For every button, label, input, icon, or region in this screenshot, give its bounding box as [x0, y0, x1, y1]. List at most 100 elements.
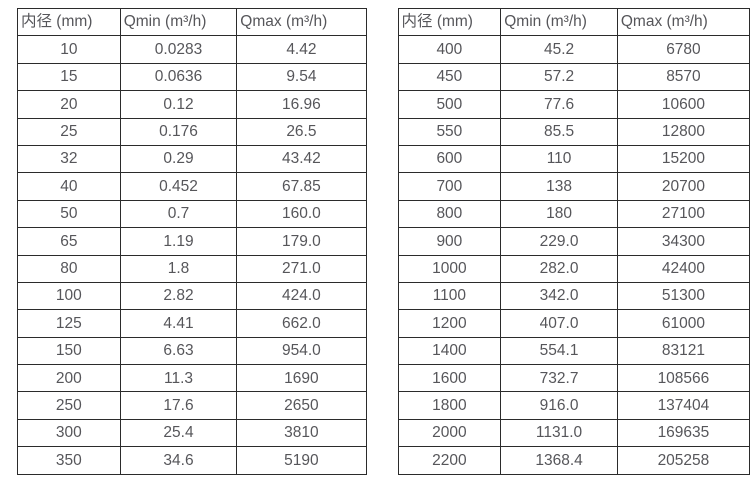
qmin-cell: 0.176 — [119, 117, 238, 146]
table-row: 1100 342.0 51300 — [397, 281, 750, 311]
table-row: 65 1.19 179.0 — [17, 227, 367, 256]
qmin-cell: 57.2 — [500, 62, 618, 92]
column-header: Qmin (m³/h) — [119, 7, 238, 37]
flow-table-left: 内径 (mm) Qmin (m³/h) Qmax (m³/h) 10 0.0283 4.4… — [17, 7, 367, 475]
qmin-cell: 180 — [500, 199, 618, 229]
qmin-cell: 138 — [500, 172, 618, 201]
table-row: 400 45.2 6780 — [397, 35, 750, 64]
qmax-cell: 1690 — [236, 364, 367, 393]
qmin-cell: 2.82 — [119, 281, 238, 311]
flow-table-right: 内径 (mm) Qmin (m³/h) Qmax (m³/h) 400 45.2 6780… — [397, 7, 750, 475]
diameter-cell: 20 — [17, 90, 121, 119]
qmax-cell: 424.0 — [236, 281, 367, 311]
diameter-cell: 50 — [17, 199, 121, 229]
qmax-cell: 34300 — [616, 227, 750, 256]
table-row: 15 0.0636 9.54 — [17, 62, 367, 92]
qmin-cell: 229.0 — [500, 227, 618, 256]
qmax-cell: 169635 — [616, 418, 750, 448]
qmin-cell: 45.2 — [500, 35, 618, 64]
qmax-cell: 42400 — [616, 254, 750, 283]
diameter-cell: 700 — [397, 172, 502, 201]
table-row: 250 17.6 2650 — [17, 391, 367, 420]
qmax-cell: 26.5 — [236, 117, 367, 146]
qmin-cell: 916.0 — [500, 391, 618, 420]
qmax-cell: 662.0 — [236, 309, 367, 338]
qmin-cell: 4.41 — [119, 309, 238, 338]
qmin-cell: 34.6 — [119, 446, 238, 475]
qmax-cell: 954.0 — [236, 336, 367, 366]
qmax-cell: 10600 — [616, 90, 750, 119]
qmin-cell: 11.3 — [119, 364, 238, 393]
column-header: Qmax (m³/h) — [236, 7, 367, 37]
qmax-cell: 179.0 — [236, 227, 367, 256]
diameter-cell: 15 — [17, 62, 121, 92]
diameter-cell: 2000 — [397, 418, 502, 448]
qmin-cell: 554.1 — [500, 336, 618, 366]
qmax-cell: 27100 — [616, 199, 750, 229]
diameter-cell: 1100 — [397, 281, 502, 311]
column-header: Qmin (m³/h) — [500, 7, 618, 37]
diameter-cell: 300 — [17, 418, 121, 448]
qmax-cell: 108566 — [616, 364, 750, 393]
qmin-cell: 0.452 — [119, 172, 238, 201]
table-row: 32 0.29 43.42 — [17, 144, 367, 174]
qmin-cell: 342.0 — [500, 281, 618, 311]
header-row: 内径 (mm) Qmin (m³/h) Qmax (m³/h) — [397, 7, 750, 37]
qmin-cell: 110 — [500, 144, 618, 174]
diameter-cell: 40 — [17, 172, 121, 201]
qmin-cell: 6.63 — [119, 336, 238, 366]
qmax-cell: 2650 — [236, 391, 367, 420]
column-header: Qmax (m³/h) — [616, 7, 750, 37]
qmin-cell: 0.7 — [119, 199, 238, 229]
table-row: 10 0.0283 4.42 — [17, 35, 367, 64]
table-row: 50 0.7 160.0 — [17, 199, 367, 229]
diameter-cell: 150 — [17, 336, 121, 366]
qmax-cell: 137404 — [616, 391, 750, 420]
diameter-cell: 65 — [17, 227, 121, 256]
table-row: 1800 916.0 137404 — [397, 391, 750, 420]
qmax-cell: 67.85 — [236, 172, 367, 201]
qmax-cell: 3810 — [236, 418, 367, 448]
table-row: 2200 1368.4 205258 — [397, 446, 750, 475]
qmax-cell: 4.42 — [236, 35, 367, 64]
qmin-cell: 282.0 — [500, 254, 618, 283]
table-row: 125 4.41 662.0 — [17, 309, 367, 338]
diameter-cell: 400 — [397, 35, 502, 64]
diameter-cell: 1400 — [397, 336, 502, 366]
qmax-cell: 5190 — [236, 446, 367, 475]
diameter-cell: 1800 — [397, 391, 502, 420]
qmin-cell: 1.19 — [119, 227, 238, 256]
table-row: 450 57.2 8570 — [397, 62, 750, 92]
diameter-cell: 1200 — [397, 309, 502, 338]
table-row: 1400 554.1 83121 — [397, 336, 750, 366]
column-header: 内径 (mm) — [397, 7, 502, 37]
qmax-cell: 9.54 — [236, 62, 367, 92]
table-row: 900 229.0 34300 — [397, 227, 750, 256]
table-row: 800 180 27100 — [397, 199, 750, 229]
diameter-cell: 1600 — [397, 364, 502, 393]
qmin-cell: 85.5 — [500, 117, 618, 146]
table-row: 25 0.176 26.5 — [17, 117, 367, 146]
qmax-cell: 205258 — [616, 446, 750, 475]
table-row: 500 77.6 10600 — [397, 90, 750, 119]
diameter-cell: 10 — [17, 35, 121, 64]
diameter-cell: 900 — [397, 227, 502, 256]
qmin-cell: 17.6 — [119, 391, 238, 420]
diameter-cell: 1000 — [397, 254, 502, 283]
qmax-cell: 6780 — [616, 35, 750, 64]
qmax-cell: 12800 — [616, 117, 750, 146]
qmin-cell: 1131.0 — [500, 418, 618, 448]
qmax-cell: 160.0 — [236, 199, 367, 229]
diameter-cell: 250 — [17, 391, 121, 420]
diameter-cell: 600 — [397, 144, 502, 174]
qmin-cell: 25.4 — [119, 418, 238, 448]
diameter-cell: 32 — [17, 144, 121, 174]
diameter-cell: 200 — [17, 364, 121, 393]
qmax-cell: 51300 — [616, 281, 750, 311]
table-row: 1600 732.7 108566 — [397, 364, 750, 393]
qmin-cell: 0.12 — [119, 90, 238, 119]
diameter-cell: 2200 — [397, 446, 502, 475]
qmax-cell: 83121 — [616, 336, 750, 366]
flow-rate-tables: 内径 (mm) Qmin (m³/h) Qmax (m³/h) 10 0.0283 4.4… — [17, 7, 750, 475]
